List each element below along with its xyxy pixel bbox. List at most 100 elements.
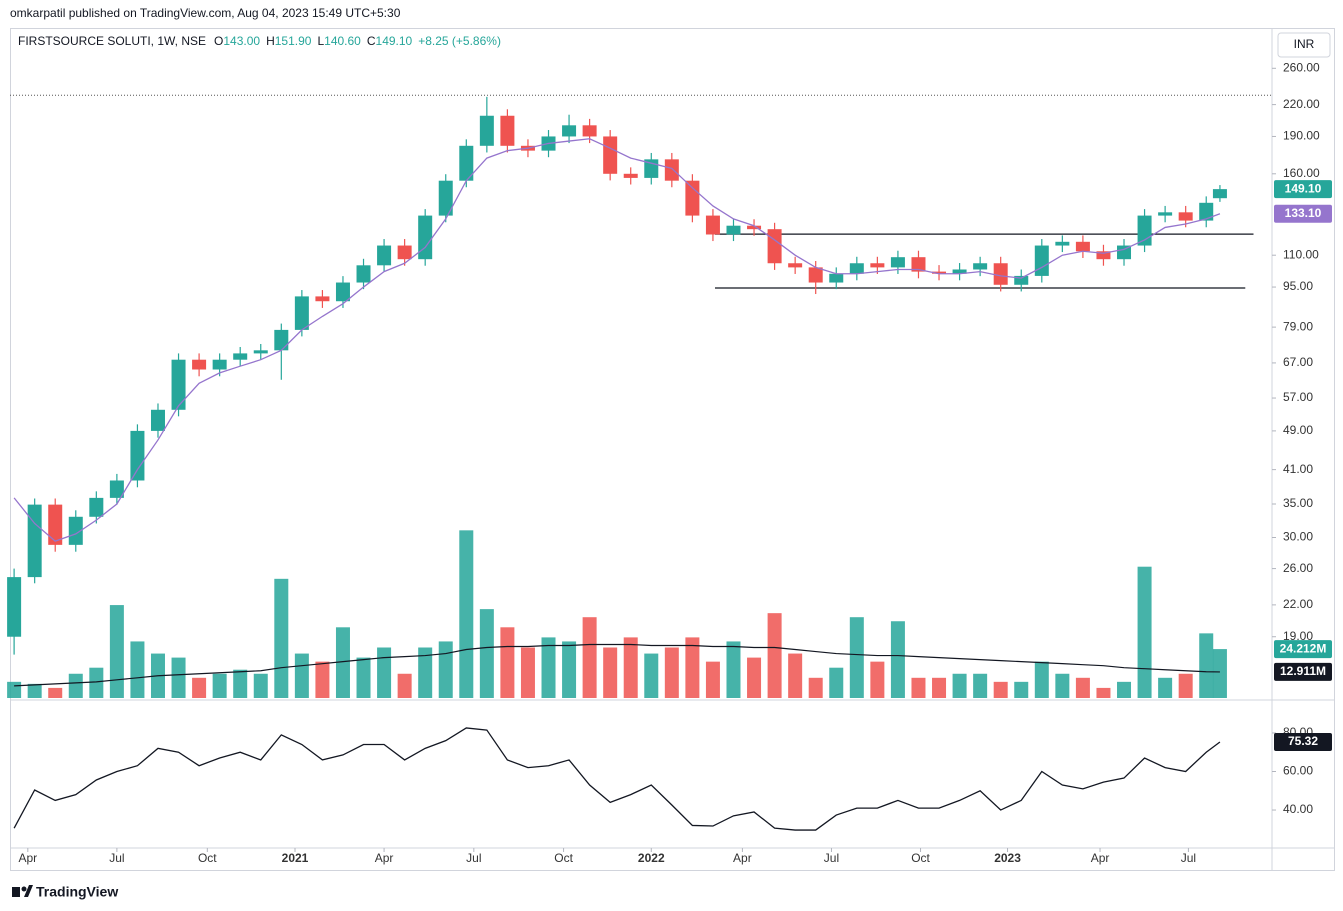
volume-bar <box>315 661 330 698</box>
time-tick-label: Jul <box>1181 851 1196 865</box>
volume-bar <box>767 613 782 698</box>
volume-bar <box>438 641 453 698</box>
candle-body <box>808 267 823 283</box>
volume-bar <box>233 669 248 698</box>
volume-bar <box>603 647 618 698</box>
volume-bar <box>192 677 207 698</box>
candle-body <box>274 329 289 351</box>
volume-bar <box>89 667 104 698</box>
volume-bar <box>973 673 988 698</box>
volume-bar <box>1137 566 1152 698</box>
candle-body <box>952 269 967 274</box>
chart-frame <box>10 28 1335 871</box>
price-tick-label: 79.00 <box>1283 319 1313 333</box>
candle-body <box>212 359 227 370</box>
candle-body <box>890 257 905 268</box>
candle-body <box>829 273 844 283</box>
candle-body <box>664 159 679 181</box>
candle-body <box>788 263 803 268</box>
volume-bar <box>48 687 63 698</box>
last-price-label: 149.10 <box>1285 181 1322 195</box>
volume-bar <box>1034 661 1049 698</box>
candle-body <box>1096 251 1111 260</box>
candle-body <box>1117 245 1132 260</box>
legend-key: C <box>367 34 376 48</box>
volume-bar <box>1199 633 1214 698</box>
candle-body <box>7 577 22 637</box>
price-ma <box>13 138 1221 542</box>
volume-label-box <box>1274 640 1332 659</box>
volume-bar <box>911 677 926 698</box>
volume-bar <box>1055 673 1070 698</box>
volume-bar <box>582 617 597 698</box>
price-tick-label: 22.00 <box>1283 597 1313 611</box>
volume-bar <box>130 641 145 698</box>
ma-label: 133.10 <box>1285 206 1322 220</box>
candle-body <box>685 180 700 216</box>
currency[interactable]: INR <box>1294 37 1315 51</box>
candle-body <box>1158 212 1173 216</box>
candle-body <box>1199 202 1214 221</box>
volume-bar <box>335 627 350 698</box>
volume-bar <box>27 683 42 698</box>
volume-bar <box>890 621 905 698</box>
price-tick-label: 260.00 <box>1283 60 1320 74</box>
volume-bar <box>808 677 823 698</box>
candle-body <box>253 350 268 354</box>
time-tick-label: Apr <box>375 851 394 865</box>
volume-bar <box>253 673 268 698</box>
volume-bar <box>932 677 947 698</box>
volume-bar <box>377 647 392 698</box>
volume-bar <box>1212 649 1227 698</box>
volume-bar <box>1075 677 1090 698</box>
time-tick-label: Jul <box>824 851 839 865</box>
volume-bar <box>870 661 885 698</box>
price-tick-label: 160.00 <box>1283 166 1320 180</box>
price-tick-label: 35.00 <box>1283 496 1313 510</box>
volume-bar <box>562 641 577 698</box>
volume-bar <box>705 661 720 698</box>
time-tick-label: 2022 <box>638 851 665 865</box>
time-tick-label: Jul <box>109 851 124 865</box>
time-tick-label: 2021 <box>282 851 309 865</box>
candle-body <box>48 504 63 545</box>
volume-bar <box>418 647 433 698</box>
candle-body <box>993 263 1008 285</box>
volume-bar <box>664 647 679 698</box>
candle-body <box>911 257 926 272</box>
candle-body <box>973 263 988 270</box>
rsi-label-box <box>1274 732 1332 751</box>
candle-body <box>377 245 392 266</box>
candle-body <box>1178 212 1193 221</box>
candle-body <box>623 173 638 178</box>
candle-body <box>171 359 186 410</box>
volume-bar <box>1014 681 1029 698</box>
volume-bar <box>541 637 556 698</box>
volume-bar <box>1158 677 1173 698</box>
rsi-line <box>13 727 1221 831</box>
candle-body <box>192 359 207 370</box>
volume-bar <box>294 653 309 698</box>
candle-body <box>562 125 577 137</box>
candle-body <box>705 215 720 235</box>
logo <box>12 885 33 897</box>
volume-bar <box>726 641 741 698</box>
candle-body <box>397 245 412 260</box>
candle-body <box>500 115 515 146</box>
candle-body <box>233 353 248 360</box>
legend-key: O <box>214 34 223 48</box>
currency-box[interactable] <box>1277 32 1331 58</box>
time-tick-label: Oct <box>911 851 930 865</box>
candle-body <box>1014 275 1029 285</box>
candle-body <box>89 497 104 517</box>
time-tick-label: Apr <box>733 851 752 865</box>
volume-bar <box>356 657 371 698</box>
price-tick-label: 26.00 <box>1283 561 1313 575</box>
time-tick-label: Jul <box>466 851 481 865</box>
ma-label-box <box>1274 204 1332 223</box>
price-tick-label: 110.00 <box>1283 247 1319 261</box>
rsi-label: 75.32 <box>1288 734 1318 748</box>
legend-change: +8.25 (+5.86%) <box>418 34 501 48</box>
time-tick-label: Oct <box>198 851 217 865</box>
